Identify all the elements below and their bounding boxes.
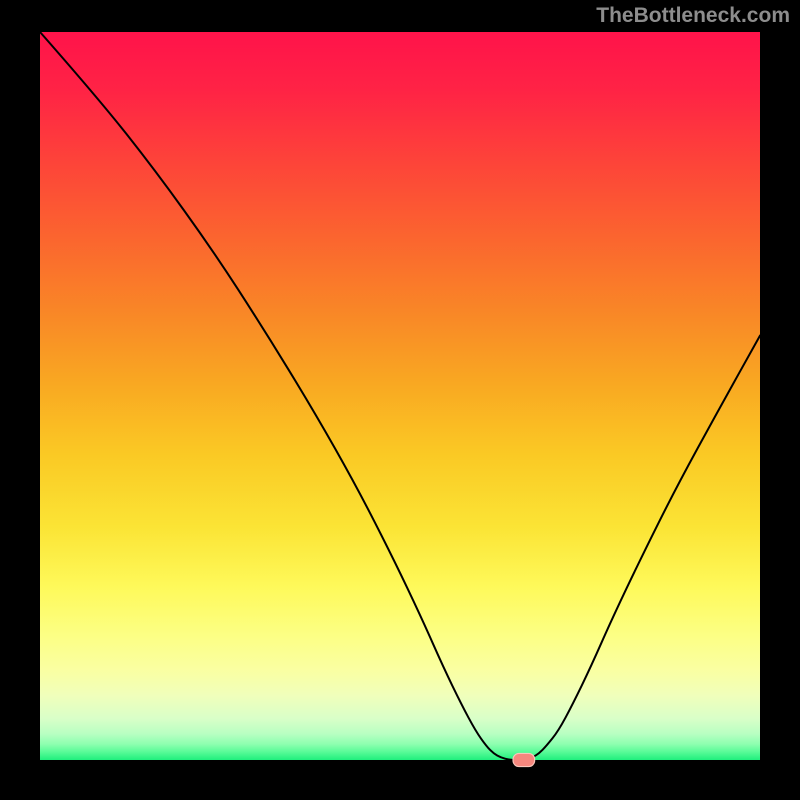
gradient-background (40, 32, 760, 760)
bottleneck-chart: TheBottleneck.com (0, 0, 800, 800)
watermark-text: TheBottleneck.com (596, 4, 790, 28)
optimal-marker (513, 753, 535, 766)
chart-svg (0, 0, 800, 800)
